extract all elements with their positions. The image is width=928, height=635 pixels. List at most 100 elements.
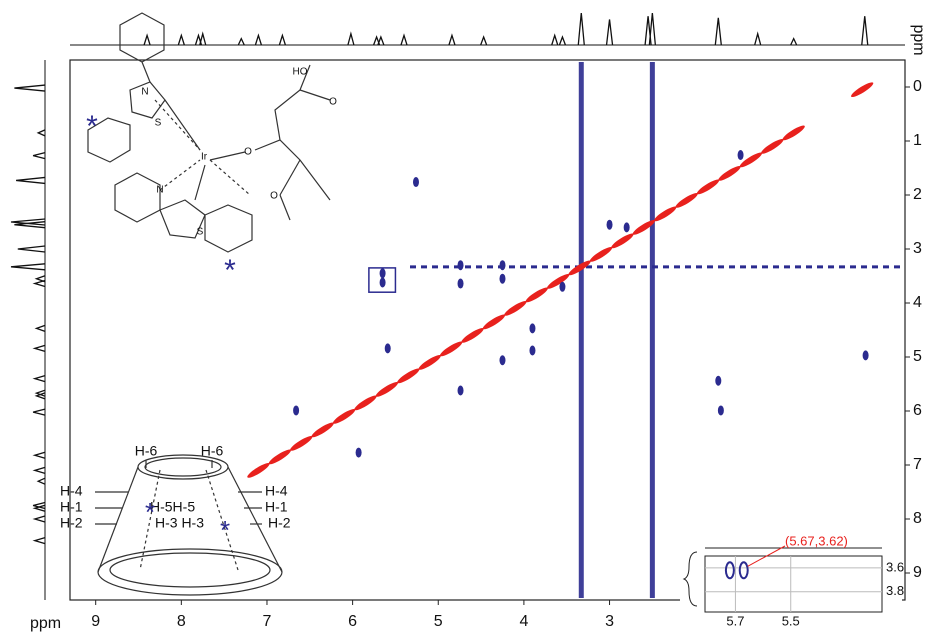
atom-label: HO	[293, 67, 308, 78]
proton-label: H-6	[201, 443, 224, 459]
diagonal-peak	[675, 193, 698, 208]
y-tick-label: 0	[913, 78, 922, 95]
cross-peak	[499, 273, 506, 284]
inset-bracket	[682, 551, 698, 607]
top-projection-peak	[714, 17, 722, 46]
proton-label: H-2	[60, 515, 83, 531]
cross-peak	[717, 405, 724, 416]
x-tick-label: 3	[605, 613, 614, 630]
structure-labels: H-6 H-6H-4 H-4H-1 H-1H-2 H-2H-5H-5H-3 H-3**H…	[60, 67, 337, 545]
top-projection-peak	[347, 31, 355, 46]
diagonal-peak	[375, 382, 399, 397]
diagonal-peak	[568, 260, 591, 276]
bond	[209, 159, 251, 196]
x-tick-label: 5	[434, 613, 443, 630]
left-projection-peak	[14, 221, 46, 229]
inset: 5.7 5.5 3.6 3.8 (5.67,3.62)	[680, 533, 904, 630]
thiophene-ring	[129, 81, 166, 119]
left-projection-peak	[32, 515, 46, 523]
left-projection-peak	[17, 245, 46, 253]
proton-label: H-1	[60, 499, 83, 515]
diagonal-peak	[504, 301, 527, 316]
complex-structure	[87, 12, 331, 253]
atom-label: S	[155, 118, 162, 129]
inset-peak	[738, 561, 749, 580]
atom-label: Ir	[201, 152, 208, 163]
inset-frame	[704, 555, 883, 613]
cross-peak	[499, 355, 506, 366]
diagonal-peak	[461, 328, 484, 343]
cone-top-inner	[144, 457, 222, 477]
diagonal-peak	[332, 409, 356, 424]
top-projection-peak	[480, 35, 488, 46]
x-tick-label: 8	[177, 613, 186, 630]
y-tick-label: 3	[913, 240, 922, 257]
atom-label: S	[197, 227, 204, 238]
top-projection-peak	[278, 33, 287, 46]
top-projection-peak	[377, 35, 385, 46]
top-projection-peak	[605, 19, 614, 46]
proton-label: H-6	[135, 443, 158, 459]
cross-peak	[457, 385, 464, 396]
proton-label: H-4	[265, 483, 288, 499]
diagonal-peak	[696, 179, 720, 195]
cross-peak	[355, 447, 362, 458]
atom-label: N	[141, 87, 148, 98]
top-projection-peak	[648, 12, 657, 46]
diagonal-peak	[589, 247, 613, 262]
acac-chain	[254, 139, 331, 201]
left-projection-peak	[32, 504, 46, 512]
left-projection-peak	[32, 466, 46, 475]
top-projection-peak	[237, 37, 245, 46]
cross-peak	[384, 343, 391, 354]
y-tick-label: 9	[913, 564, 922, 581]
proton-label: H-5H-5	[150, 499, 195, 515]
atom-label: O	[244, 147, 252, 158]
cross-peak	[862, 350, 869, 361]
left-projection-peak	[36, 477, 46, 485]
top-projection-peak	[551, 33, 559, 46]
x-tick-label: 9	[91, 613, 100, 630]
top-projection-peak	[861, 16, 869, 46]
left-projection-peak	[10, 263, 46, 271]
inset-y-tick-label: 3.8	[886, 583, 904, 598]
diagonal-peak	[718, 166, 741, 181]
proton-label: H-3 H-3	[155, 515, 204, 531]
highlight-box	[368, 267, 397, 293]
bond	[141, 61, 151, 83]
left-projection-peak	[32, 451, 46, 459]
top-projection-peak	[448, 33, 456, 46]
top-projection-peak	[199, 31, 207, 46]
diagonal-peak	[782, 125, 805, 141]
bond	[279, 194, 291, 221]
cross-peak	[529, 323, 536, 334]
benzene-ring	[87, 117, 131, 163]
y-axis-label: ppm	[910, 24, 927, 55]
y-tick-label: 4	[913, 294, 922, 311]
x-tick-label: 4	[519, 613, 528, 630]
cross-peak	[379, 277, 386, 288]
inset-x-tick-label: 5.7	[726, 613, 744, 628]
diagonal-peak	[611, 233, 634, 249]
cone-side	[97, 466, 139, 573]
left-projection-peak	[32, 501, 46, 510]
proton-label: H-4	[60, 483, 83, 499]
left-projection-peak	[16, 176, 46, 185]
diagonal-peak	[739, 152, 762, 168]
cone-side	[227, 466, 283, 573]
cross-peak	[412, 177, 419, 188]
bond	[159, 159, 201, 191]
cross-peak	[457, 260, 464, 271]
y-tick-label: 1	[913, 132, 922, 149]
x-axis-label: ppm	[30, 615, 61, 632]
plot-frame	[69, 59, 906, 601]
left-projection-peak	[32, 279, 46, 288]
inset-annotation: (5.67,3.62)	[785, 533, 848, 548]
cross-peak	[499, 260, 506, 271]
cross-peak	[529, 345, 536, 356]
left-projection-peak	[36, 129, 46, 137]
y-tick-label: 2	[913, 186, 922, 203]
proton-label: H-2	[268, 515, 291, 531]
